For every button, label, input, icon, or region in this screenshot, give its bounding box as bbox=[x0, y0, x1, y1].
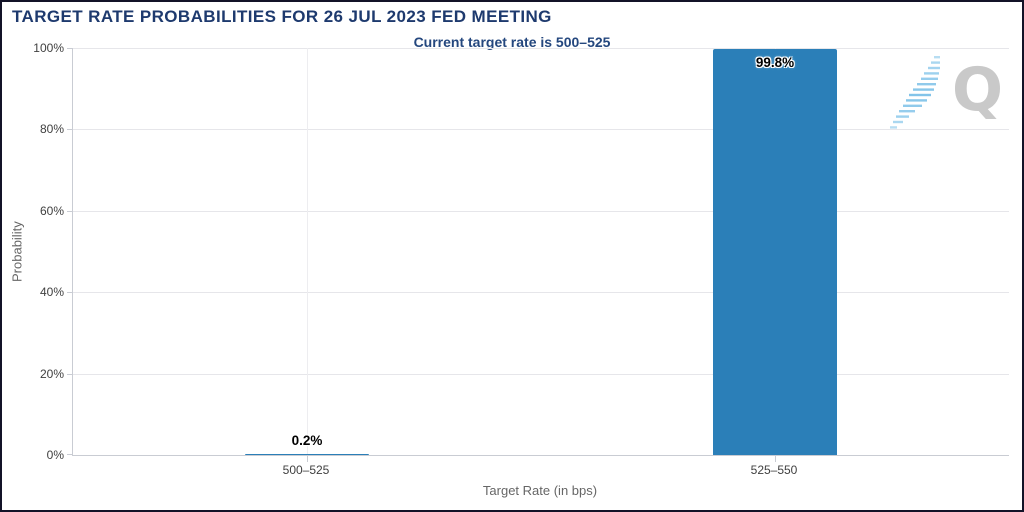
plot-area: Q 0.2% 99.8% bbox=[67, 48, 1009, 462]
y-tick-mark bbox=[67, 454, 72, 455]
y-gridline bbox=[73, 292, 1009, 294]
y-tick-label: 20% bbox=[39, 366, 64, 381]
y-tick-label: 0% bbox=[46, 448, 64, 462]
bar-value-label: 99.8% bbox=[755, 54, 795, 70]
y-tick-label: 100% bbox=[33, 41, 64, 55]
logo-q-letter: Q bbox=[951, 55, 1003, 125]
probability-bar bbox=[245, 454, 369, 455]
quikstrike-logo: Q bbox=[887, 54, 1007, 144]
x-tick-mark bbox=[307, 456, 308, 462]
y-tick-mark bbox=[67, 373, 72, 375]
y-tick-mark bbox=[67, 210, 72, 212]
y-tick-label: 60% bbox=[39, 203, 64, 218]
y-gridline bbox=[73, 129, 1009, 131]
y-gridline bbox=[73, 373, 1009, 375]
y-tick-label: 80% bbox=[39, 122, 64, 137]
x-tick-label: 500–525 bbox=[282, 463, 330, 477]
y-tick-mark bbox=[67, 129, 72, 131]
x-gridline bbox=[307, 48, 308, 455]
x-axis-title: Target Rate (in bps) bbox=[482, 483, 598, 498]
probability-bar bbox=[713, 48, 837, 455]
chart-title: TARGET RATE PROBABILITIES FOR 26 JUL 202… bbox=[12, 7, 552, 26]
y-gridline bbox=[73, 210, 1009, 212]
bar-value-label: 0.2% bbox=[291, 433, 323, 448]
x-tick-mark bbox=[775, 456, 776, 462]
y-gridline bbox=[73, 48, 1009, 49]
x-tick-label: 525–550 bbox=[750, 463, 798, 477]
chart-subtitle: Current target rate is 500–525 bbox=[413, 34, 611, 50]
y-tick-label: 40% bbox=[39, 285, 64, 300]
logo-speed-lines-icon bbox=[890, 56, 940, 129]
y-tick-mark bbox=[67, 292, 72, 294]
y-axis-title: Probability bbox=[9, 221, 25, 282]
y-tick-mark bbox=[67, 48, 72, 49]
